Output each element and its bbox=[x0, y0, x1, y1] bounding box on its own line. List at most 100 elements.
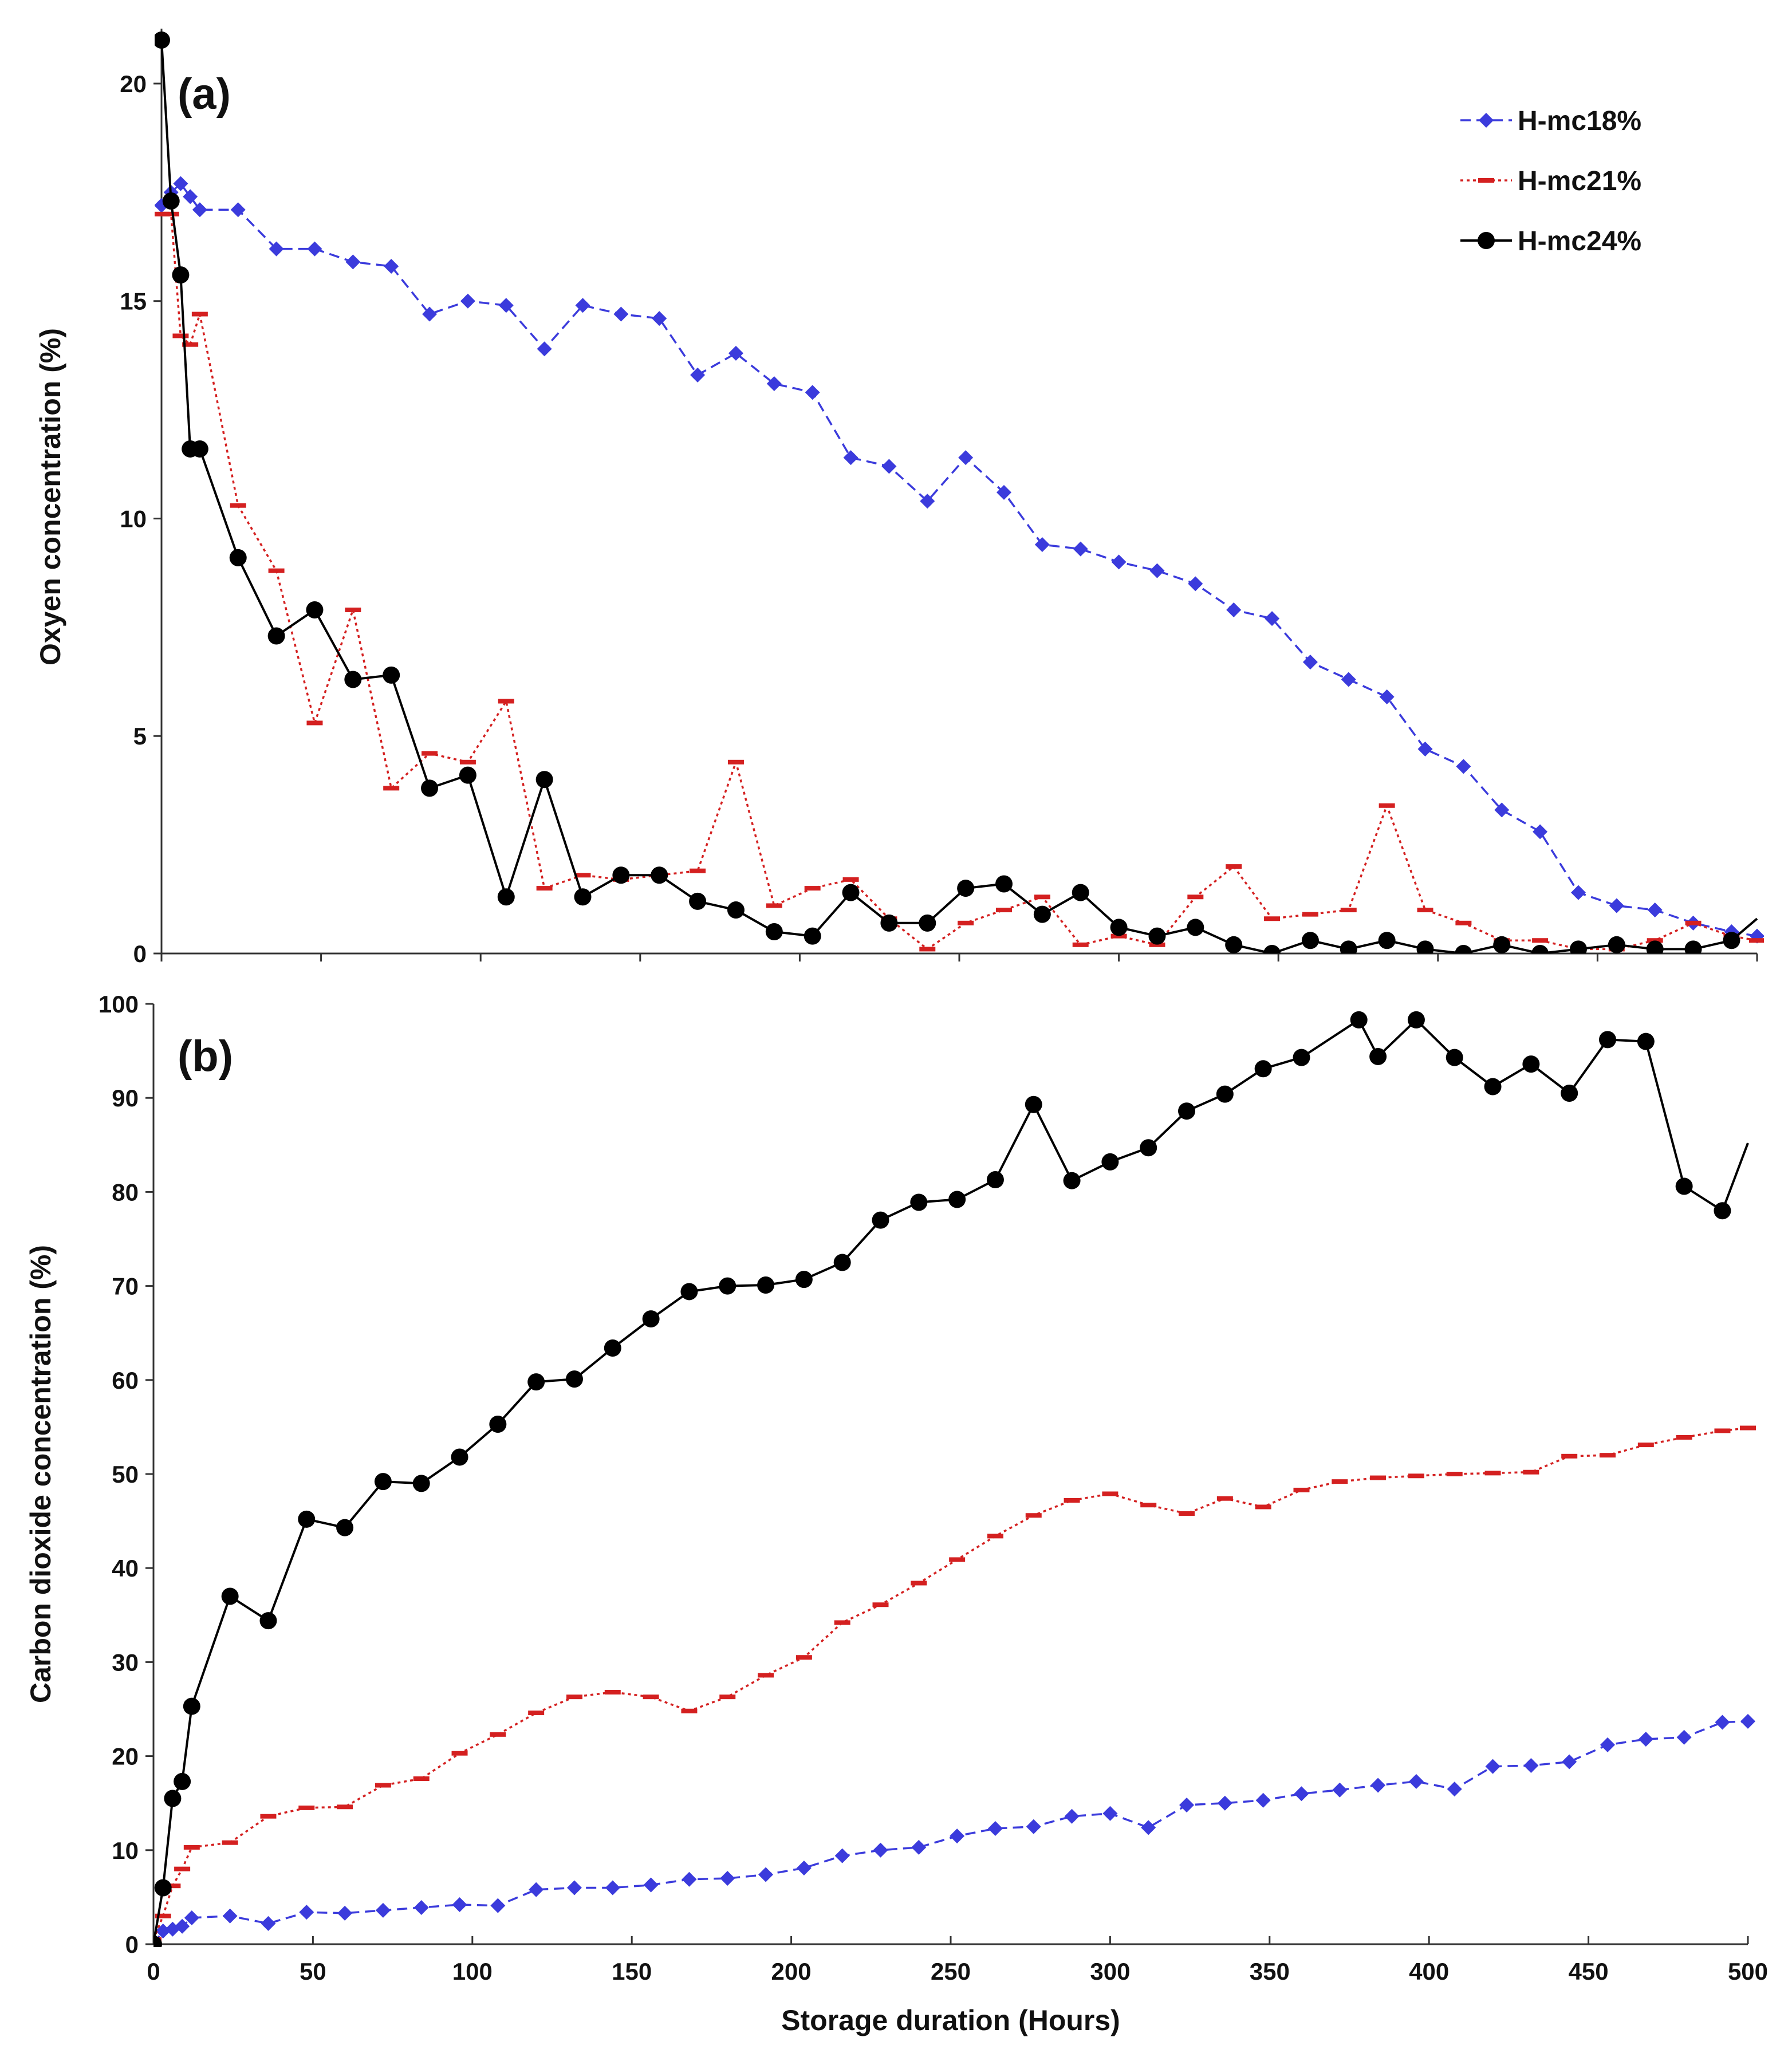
panel-b-point-h-mc18 bbox=[337, 1905, 353, 1921]
panel-a-point-h-mc18 bbox=[1302, 655, 1318, 670]
panel-b-point-h-mc18 bbox=[375, 1902, 391, 1918]
panel-a-point-h-mc24 bbox=[172, 266, 190, 284]
panel-b-point-h-mc21 bbox=[1600, 1453, 1616, 1458]
panel-b-y-tick-label: 50 bbox=[112, 1461, 139, 1488]
panel-b-point-h-mc18 bbox=[758, 1867, 774, 1882]
panel-a-point-h-mc21 bbox=[996, 908, 1013, 913]
panel-a-point-h-mc18 bbox=[575, 298, 590, 313]
panel-b-x-tick-label: 200 bbox=[771, 1958, 812, 1985]
panel-b-point-h-mc21 bbox=[1714, 1428, 1731, 1433]
panel-b-point-h-mc18 bbox=[643, 1877, 659, 1893]
panel-a-point-h-mc18 bbox=[1533, 824, 1548, 840]
panel-b-point-h-mc21 bbox=[183, 1845, 200, 1850]
panel-a-point-h-mc24 bbox=[1493, 936, 1511, 953]
panel-b-point-h-mc18 bbox=[1332, 1782, 1348, 1798]
panel-b-point-h-mc18 bbox=[413, 1900, 429, 1915]
panel-b-point-h-mc21 bbox=[1446, 1472, 1463, 1476]
panel-a-point-h-mc21 bbox=[1340, 908, 1357, 913]
panel-a-point-h-mc21 bbox=[1187, 894, 1204, 900]
panel-b-point-h-mc21 bbox=[987, 1534, 1003, 1539]
panel-a-point-h-mc21 bbox=[383, 786, 400, 791]
panel-a-y-tick-label: 0 bbox=[133, 940, 147, 967]
panel-b-y-tick-label: 10 bbox=[112, 1837, 139, 1864]
panel-b-point-h-mc18 bbox=[1523, 1758, 1539, 1774]
panel-b-x-tick-label: 250 bbox=[931, 1958, 971, 1985]
panel-a-point-h-mc21 bbox=[1455, 920, 1472, 925]
panel-a-point-h-mc21 bbox=[1149, 942, 1165, 947]
panel-a-point-h-mc18 bbox=[920, 494, 935, 509]
panel-a-point-h-mc21 bbox=[919, 947, 936, 952]
panel-b-point-h-mc21 bbox=[834, 1620, 850, 1625]
panel-a-point-h-mc24 bbox=[191, 440, 208, 458]
panel-a-point-h-mc21 bbox=[1647, 938, 1663, 943]
panel-b-point-h-mc18 bbox=[1179, 1797, 1195, 1812]
panel-b-point-h-mc24 bbox=[642, 1310, 660, 1328]
panel-a-point-h-mc18 bbox=[1647, 903, 1663, 918]
panel-a-point-h-mc24 bbox=[306, 601, 324, 618]
panel-b-point-h-mc21 bbox=[1740, 1425, 1756, 1431]
panel-a-point-h-mc24 bbox=[1263, 945, 1281, 953]
panel-b-x-tick-label: 400 bbox=[1409, 1958, 1449, 1985]
panel-b-point-h-mc24 bbox=[1216, 1085, 1234, 1103]
panel-b-y-tick-label: 90 bbox=[112, 1085, 139, 1112]
panel-b-point-h-mc18 bbox=[299, 1905, 314, 1920]
panel-b-y-tick-label: 40 bbox=[112, 1555, 139, 1582]
panel-b-point-h-mc24 bbox=[1101, 1153, 1119, 1171]
panel-b-point-h-mc24 bbox=[1637, 1033, 1655, 1050]
panel-a-point-h-mc21 bbox=[958, 920, 974, 925]
panel-a-label: (a) bbox=[178, 70, 231, 119]
legend-item-h-mc18: H-mc18% bbox=[1460, 106, 1641, 136]
panel-a-point-h-mc21 bbox=[804, 886, 821, 891]
panel-b-point-h-mc24 bbox=[1522, 1055, 1540, 1073]
panel-b-x-tick-label: 500 bbox=[1728, 1958, 1768, 1985]
panel-a-point-h-mc24 bbox=[1723, 932, 1740, 949]
panel-b-point-h-mc21 bbox=[1293, 1487, 1310, 1492]
panel-a-point-h-mc18 bbox=[498, 298, 514, 313]
panel-b-point-h-mc24 bbox=[1025, 1096, 1042, 1113]
panel-a-point-h-mc21 bbox=[1110, 933, 1127, 939]
panel-b-x-tick-label: 350 bbox=[1250, 1958, 1290, 1985]
panel-a-point-h-mc18 bbox=[1188, 576, 1203, 592]
panel-b-point-h-mc18 bbox=[1255, 1792, 1271, 1808]
panel-a-point-h-mc24 bbox=[421, 779, 439, 797]
panel-b-x-tick-label: 50 bbox=[300, 1958, 326, 1985]
panel-b-point-h-mc18 bbox=[261, 1916, 276, 1931]
panel-b-point-h-mc18 bbox=[566, 1880, 582, 1896]
panel-a-point-h-mc21 bbox=[1226, 864, 1242, 869]
panel-a-point-h-mc18 bbox=[728, 345, 743, 361]
panel-b-point-h-mc24 bbox=[221, 1587, 239, 1605]
panel-a-point-h-mc24 bbox=[1225, 936, 1243, 953]
panel-a-point-h-mc24 bbox=[535, 771, 553, 789]
panel-b-point-h-mc18 bbox=[1370, 1778, 1386, 1793]
panel-b-point-h-mc21 bbox=[949, 1557, 966, 1562]
panel-b-point-h-mc18 bbox=[1600, 1737, 1616, 1752]
panel-a-point-h-mc18 bbox=[843, 450, 858, 466]
panel-b-point-h-mc18 bbox=[184, 1910, 199, 1926]
panel-b-point-h-mc18 bbox=[1026, 1819, 1041, 1834]
panel-a-point-h-mc21 bbox=[1685, 920, 1702, 925]
panel-b-y-tick-label: 100 bbox=[99, 991, 139, 1018]
panel-b-point-h-mc21 bbox=[1025, 1513, 1042, 1518]
panel-b-point-h-mc24 bbox=[1561, 1084, 1578, 1102]
panel-b-point-h-mc21 bbox=[681, 1708, 698, 1713]
panel-a-point-h-mc18 bbox=[690, 367, 706, 383]
panel-b-point-h-mc21 bbox=[719, 1695, 736, 1700]
panel-b-point-h-mc21 bbox=[758, 1673, 774, 1678]
panel-a-point-h-mc24 bbox=[459, 766, 476, 784]
panel-b-x-tick-label: 300 bbox=[1090, 1958, 1130, 1985]
panel-b-point-h-mc24 bbox=[259, 1612, 277, 1630]
panel-b-point-h-mc24 bbox=[298, 1510, 316, 1528]
panel-a-point-h-mc18 bbox=[881, 459, 897, 474]
panel-a-point-h-mc18 bbox=[1111, 554, 1127, 570]
panel-a-oxygen: 0 5 10 15 20 Oxyen concentration (%) (a) bbox=[34, 29, 1764, 967]
panel-a-point-h-mc18 bbox=[460, 293, 475, 309]
panel-b-point-h-mc21 bbox=[1676, 1435, 1692, 1440]
panel-b-point-h-mc24 bbox=[1675, 1177, 1693, 1195]
panel-b-point-h-mc21 bbox=[298, 1805, 315, 1810]
panel-a-point-h-mc24 bbox=[162, 192, 180, 210]
panel-a-point-h-mc21 bbox=[1532, 938, 1549, 943]
legend-item-h-mc24: H-mc24% bbox=[1460, 226, 1641, 257]
panel-b-point-h-mc18 bbox=[1064, 1808, 1080, 1824]
panel-a-point-h-mc18 bbox=[230, 202, 246, 218]
panel-a-y-tick-label: 20 bbox=[120, 70, 147, 97]
